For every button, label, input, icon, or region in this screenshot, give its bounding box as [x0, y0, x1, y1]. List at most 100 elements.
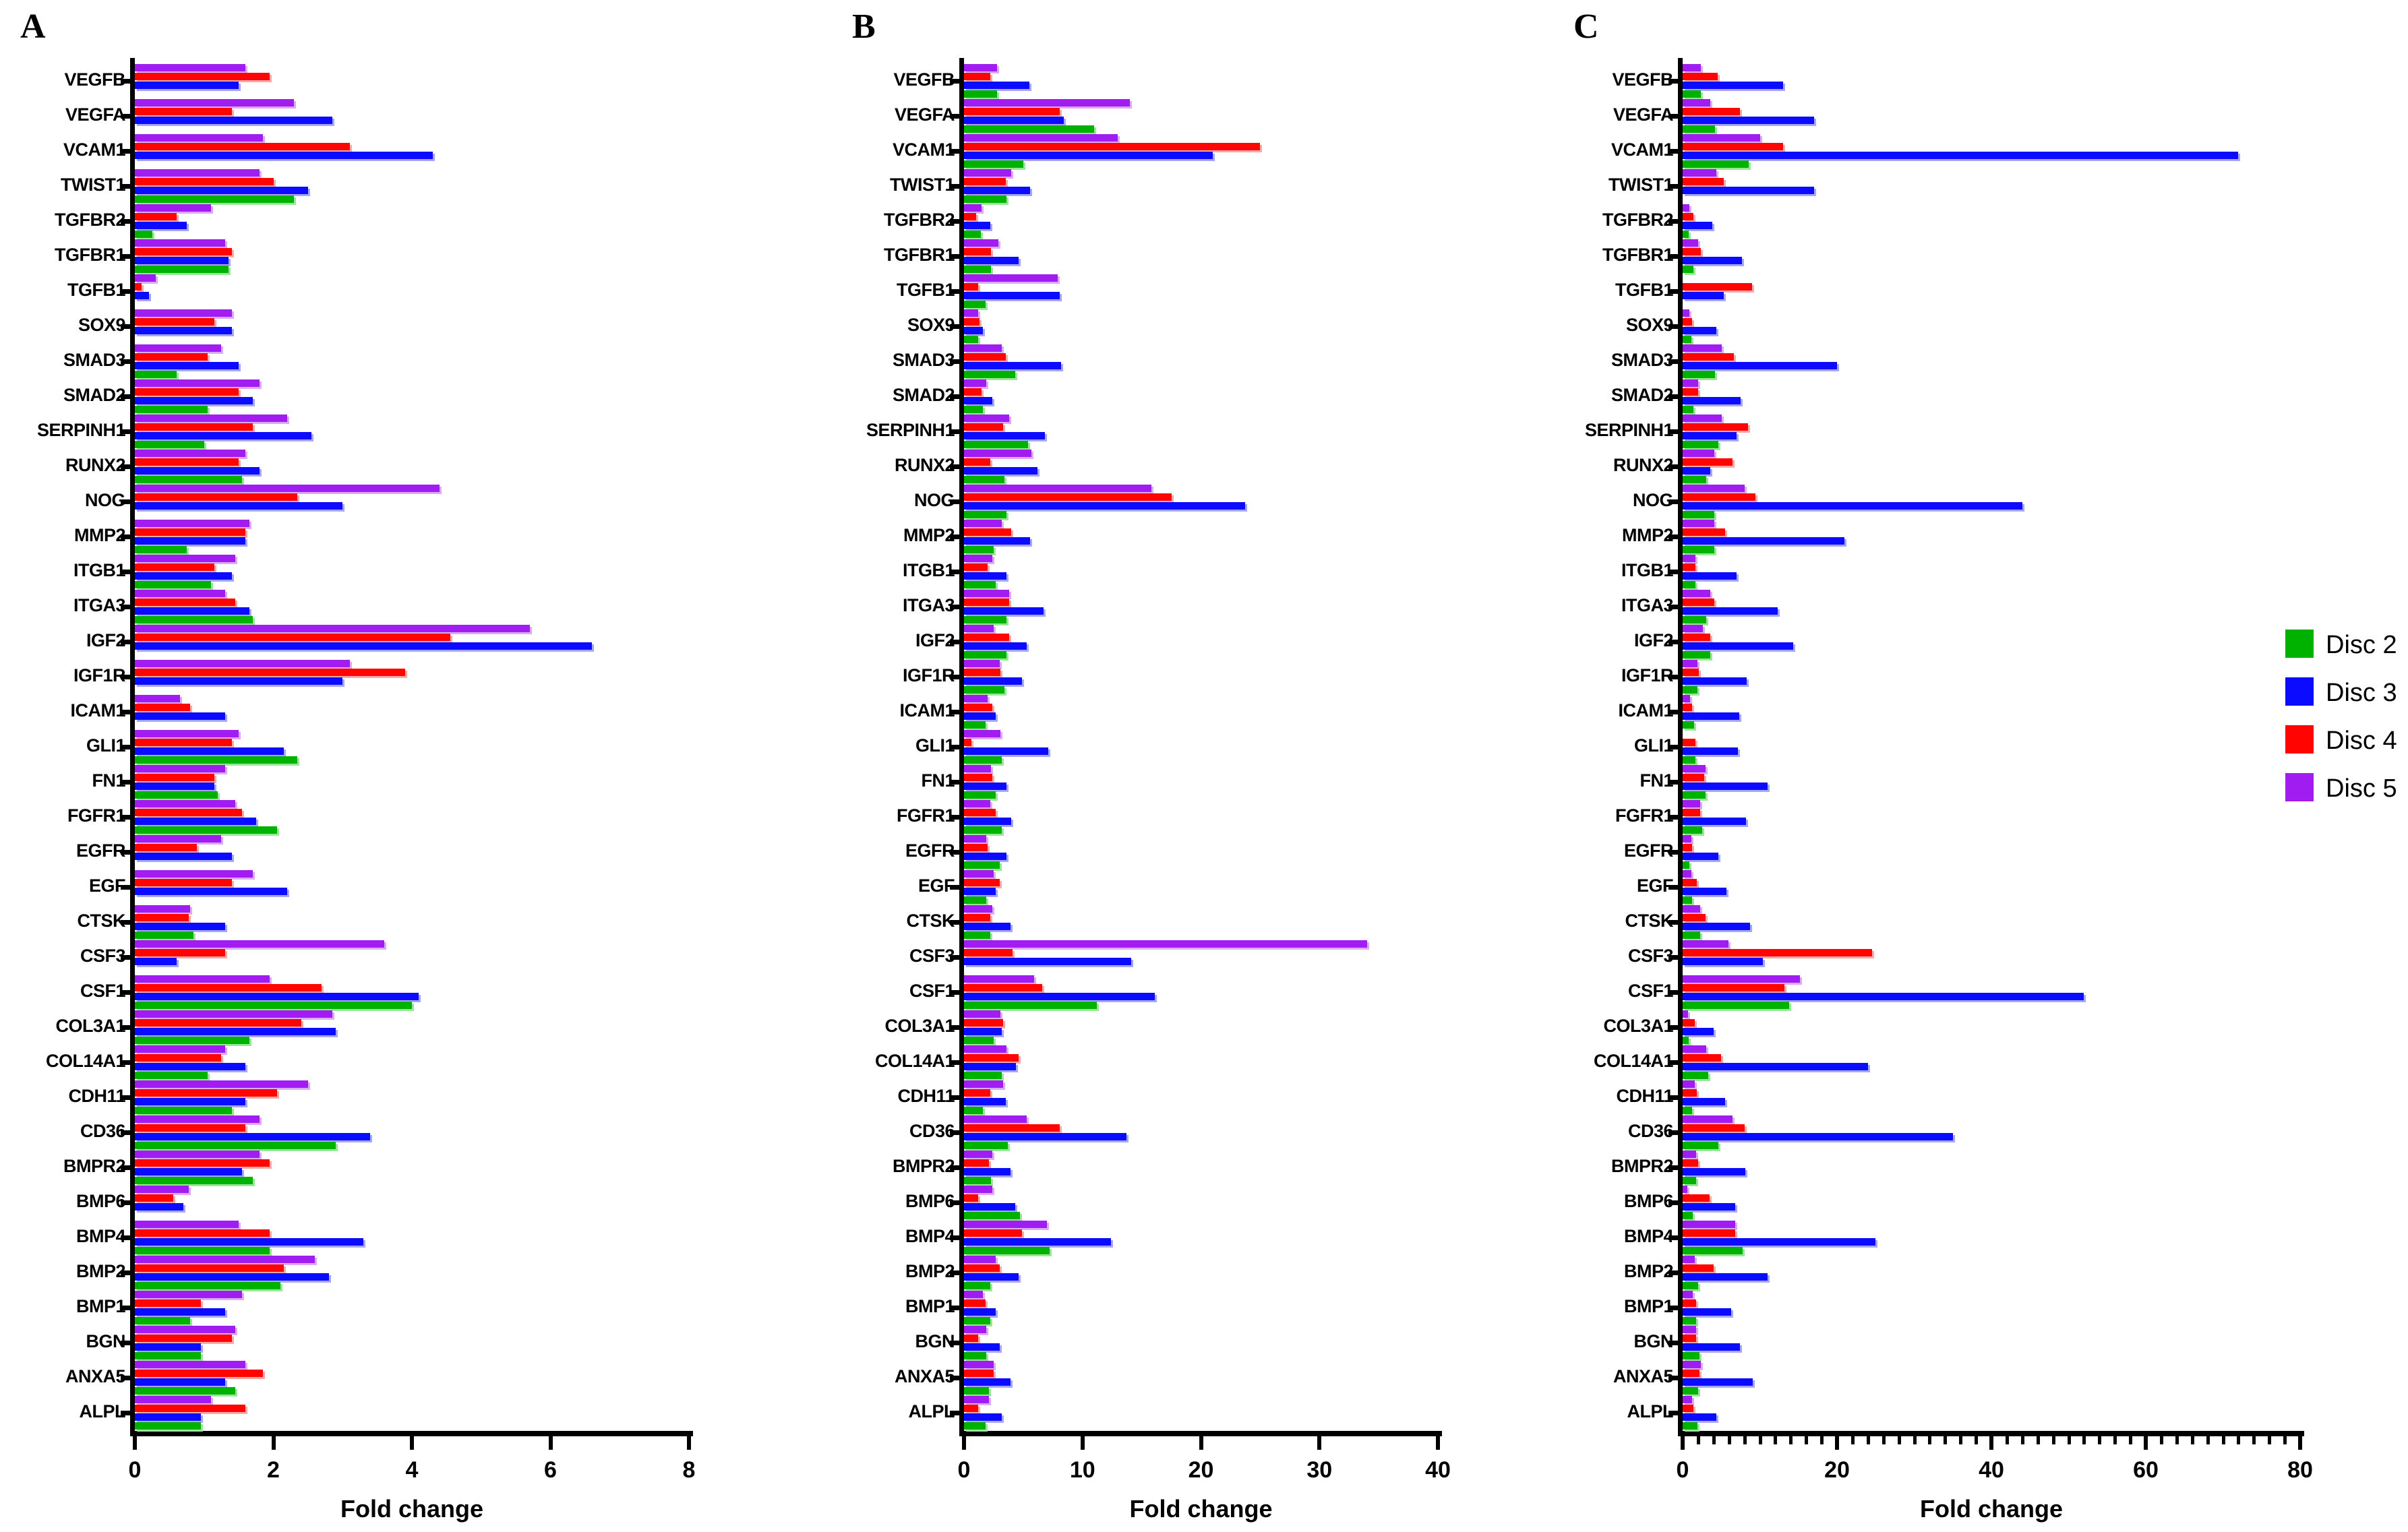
bar-col3a1-disc2 — [964, 1037, 994, 1044]
y-tick-label-csf3: CSF3 — [80, 946, 126, 966]
y-axis-tick — [1668, 1165, 1678, 1170]
y-axis-tick — [950, 920, 959, 925]
bar-bmp2-disc5 — [1683, 1256, 1695, 1263]
bar-alpl-disc4 — [1683, 1405, 1694, 1412]
bar-fgfr1-disc2 — [135, 826, 277, 834]
y-tick-label-fn1: FN1 — [921, 770, 955, 791]
bar-tgfbr2-disc2 — [135, 231, 152, 238]
y-tick-label-col3a1: COL3A1 — [55, 1016, 125, 1036]
bar-sox9-disc2 — [964, 336, 979, 343]
x-axis-tick — [1835, 1436, 1839, 1450]
y-axis-tick — [1668, 499, 1678, 504]
y-tick-label-tgfb1: TGFB1 — [1615, 280, 1674, 300]
bar-fn1-disc5 — [964, 765, 992, 772]
y-axis-tick — [1668, 394, 1678, 399]
y-axis-tick — [121, 955, 130, 960]
y-tick-label-sox9: SOX9 — [907, 315, 955, 335]
bar-igf2-disc4 — [135, 634, 450, 641]
bar-tgfb1-disc3 — [135, 292, 149, 299]
y-axis-tick — [121, 990, 130, 995]
y-axis-tick — [1668, 1376, 1678, 1380]
y-axis-tick — [121, 289, 130, 294]
bar-anxa5-disc5 — [135, 1361, 246, 1368]
y-tick-label-smad3: SMAD3 — [63, 350, 126, 370]
x-axis-tick — [687, 1436, 691, 1450]
x-axis-minor-tick — [1913, 1436, 1917, 1444]
bar-itga3-disc5 — [135, 590, 225, 597]
bar-vegfb-disc2 — [1683, 90, 1702, 98]
y-axis-tick — [121, 745, 130, 749]
x-axis-minor-tick — [1820, 1436, 1824, 1444]
bar-cdh11-disc4 — [964, 1089, 990, 1097]
bar-igf1r-disc4 — [1683, 669, 1699, 676]
bar-igf1r-disc3 — [964, 677, 1023, 685]
bar-vegfa-disc4 — [964, 108, 1060, 115]
x-axis-tick — [1317, 1436, 1322, 1450]
bar-bmp6-disc3 — [1683, 1203, 1735, 1211]
bar-cdh11-disc3 — [1683, 1098, 1725, 1105]
bar-egf-disc3 — [135, 888, 288, 895]
bar-bmp4-disc3 — [1683, 1238, 1876, 1246]
y-axis-tick — [121, 359, 130, 364]
bar-bgn-disc5 — [135, 1326, 235, 1333]
bar-itga3-disc4 — [135, 599, 235, 606]
bar-vegfa-disc3 — [135, 117, 332, 124]
y-axis-tick — [950, 570, 959, 574]
bar-col3a1-disc5 — [135, 1010, 332, 1018]
bar-serpinh1-disc4 — [135, 423, 253, 431]
bar-vegfb-disc5 — [1683, 64, 1702, 71]
bar-mmp2-disc3 — [1683, 537, 1845, 545]
bar-sox9-disc3 — [1683, 327, 1717, 334]
bar-vegfb-disc3 — [1683, 82, 1783, 89]
bar-egf-disc5 — [1683, 870, 1691, 878]
bar-smad2-disc5 — [1683, 379, 1698, 387]
y-tick-label-bmp2: BMP2 — [905, 1261, 955, 1281]
bar-vegfa-disc3 — [964, 117, 1064, 124]
bar-csf3-disc3 — [135, 958, 177, 965]
bar-bgn-disc5 — [964, 1326, 987, 1333]
y-axis-tick — [1668, 570, 1678, 574]
bar-bmp6-disc5 — [135, 1186, 189, 1193]
y-axis-tick — [121, 1376, 130, 1380]
bar-cd36-disc2 — [1683, 1142, 1718, 1149]
bar-bmp2-disc3 — [135, 1273, 329, 1281]
bar-col14a1-disc3 — [964, 1063, 1017, 1070]
y-axis-tick — [950, 745, 959, 749]
y-axis-tick — [950, 1060, 959, 1065]
bar-igf2-disc2 — [1683, 651, 1711, 658]
y-axis-tick — [1668, 605, 1678, 609]
y-axis-tick — [950, 1165, 959, 1170]
y-tick-label-anxa5: ANXA5 — [1613, 1366, 1674, 1386]
x-axis-tick — [1199, 1436, 1203, 1450]
y-tick-label-tgfbr2: TGFBR2 — [1602, 210, 1674, 230]
bar-itga3-disc4 — [1683, 599, 1714, 606]
bar-twist1-disc5 — [135, 169, 260, 177]
y-tick-label-itgb1: ITGB1 — [73, 560, 126, 580]
bar-bgn-disc4 — [964, 1335, 979, 1342]
x-axis-minor-tick — [2175, 1436, 2179, 1444]
bar-serpinh1-disc5 — [964, 415, 1009, 422]
bar-twist1-disc3 — [1683, 187, 1814, 194]
y-axis-tick — [950, 149, 959, 154]
panel-b-letter: B — [852, 7, 876, 46]
bar-col14a1-disc2 — [964, 1072, 1002, 1079]
bar-csf1-disc4 — [135, 984, 322, 991]
bar-sox9-disc5 — [964, 309, 979, 317]
y-tick-label-egfr: EGFR — [76, 840, 126, 861]
bar-alpl-disc5 — [964, 1396, 989, 1403]
bar-col14a1-disc5 — [964, 1045, 1007, 1053]
bar-bmpr2-disc2 — [1683, 1177, 1697, 1184]
y-tick-label-vegfb: VEGFB — [1612, 69, 1673, 90]
bar-serpinh1-disc4 — [1683, 423, 1749, 431]
bar-igf1r-disc4 — [964, 669, 1001, 676]
y-axis-tick — [1668, 710, 1678, 714]
y-axis-tick — [950, 114, 959, 119]
bar-col3a1-disc3 — [964, 1028, 1002, 1035]
bar-csf1-disc3 — [1683, 993, 2084, 1000]
y-tick-label-tgfbr2: TGFBR2 — [55, 210, 126, 230]
bar-egfr-disc5 — [964, 835, 987, 842]
bar-cd36-disc4 — [135, 1124, 246, 1132]
bar-fgfr1-disc3 — [964, 818, 1012, 825]
bar-igf2-disc3 — [1683, 642, 1793, 650]
bar-itga3-disc3 — [135, 607, 249, 615]
